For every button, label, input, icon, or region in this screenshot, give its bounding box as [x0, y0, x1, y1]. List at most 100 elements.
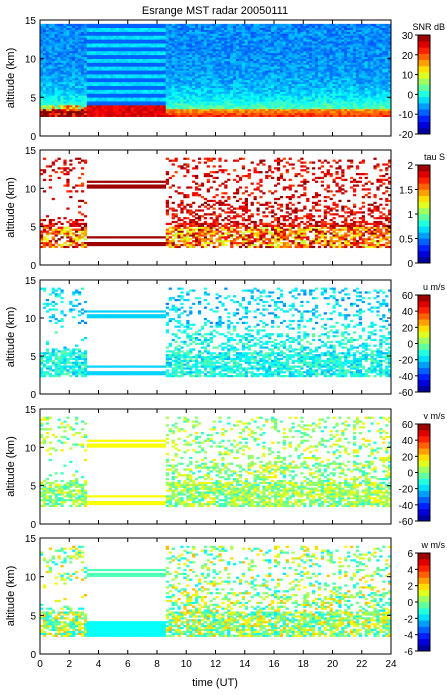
heatmap-cell: [312, 101, 316, 104]
heatmap-cell: [332, 56, 336, 59]
heatmap-cell: [218, 23, 222, 27]
heatmap-cell: [145, 79, 149, 83]
heatmap-cell: [335, 85, 339, 88]
heatmap-cell: [300, 93, 304, 96]
heatmap-cell: [338, 72, 342, 75]
heatmap-cell: [151, 68, 155, 71]
heatmap-cell: [57, 83, 61, 87]
heatmap-cell: [279, 70, 284, 73]
heatmap-cell: [285, 83, 289, 87]
heatmap-cell: [177, 91, 181, 94]
heatmap-cell: [218, 74, 222, 77]
heatmap-cell: [165, 33, 169, 36]
heatmap-cell: [95, 108, 99, 112]
heatmap-cell: [265, 39, 269, 42]
heatmap-cell: [303, 64, 307, 67]
heatmap-cell: [83, 50, 88, 54]
heatmap-cell: [104, 25, 108, 29]
heatmap-cell: [124, 52, 129, 56]
heatmap-cell: [189, 35, 193, 38]
heatmap-cell: [142, 99, 146, 102]
heatmap-cell: [92, 33, 96, 36]
heatmap-cell: [274, 112, 278, 116]
heatmap-cell: [110, 114, 114, 117]
heatmap-cell: [54, 72, 58, 75]
heatmap-cell: [279, 101, 284, 104]
heatmap-cell: [221, 39, 225, 42]
heatmap-cell: [294, 43, 298, 46]
heatmap-cell: [63, 101, 67, 104]
heatmap-cell: [159, 50, 164, 54]
heatmap-cell: [118, 107, 123, 110]
heatmap-cell: [130, 91, 134, 94]
heatmap-cell: [189, 60, 193, 63]
heatmap-cell: [192, 79, 196, 83]
heatmap-cell: [174, 29, 178, 32]
heatmap-cell: [300, 41, 304, 44]
heatmap-cell: [297, 74, 301, 77]
heatmap-cell: [180, 76, 184, 79]
heatmap-cell: [306, 66, 310, 69]
heatmap-cell: [51, 99, 55, 102]
heatmap-cell: [221, 105, 225, 108]
heatmap-cell: [159, 89, 164, 92]
heatmap-cell: [142, 27, 146, 30]
heatmap-cell: [110, 60, 114, 63]
heatmap-cell: [162, 76, 167, 79]
heatmap-cell: [235, 108, 240, 112]
heatmap-cell: [285, 85, 289, 88]
heatmap-cell: [180, 81, 184, 85]
heatmap-cell: [200, 105, 205, 108]
heatmap-cell: [303, 23, 307, 27]
heatmap-cell: [159, 45, 164, 48]
heatmap-cell: [69, 58, 73, 61]
heatmap-cell: [80, 45, 85, 48]
heatmap-cell: [57, 33, 61, 36]
heatmap-cell: [250, 114, 254, 117]
heatmap-cell: [221, 25, 225, 29]
heatmap-cell: [306, 114, 310, 117]
heatmap-cell: [230, 81, 234, 85]
heatmap-cell: [314, 74, 319, 77]
heatmap-cell: [317, 23, 322, 27]
heatmap-cell: [51, 112, 55, 116]
heatmap-cell: [212, 107, 216, 110]
heatmap-cell: [69, 27, 73, 30]
heatmap-cell: [72, 76, 76, 79]
heatmap-cell: [92, 25, 96, 29]
heatmap-cell: [329, 50, 333, 54]
heatmap-cell: [288, 54, 292, 58]
heatmap-cell: [136, 54, 140, 58]
heatmap-cell: [60, 93, 64, 96]
heatmap-cell: [86, 39, 91, 42]
heatmap-cell: [124, 37, 129, 40]
heatmap-cell: [133, 68, 137, 71]
heatmap-cell: [162, 47, 167, 50]
heatmap-cell: [285, 29, 289, 32]
heatmap-cell: [148, 27, 152, 30]
heatmap-cell: [335, 87, 339, 90]
heatmap-cell: [323, 35, 327, 38]
heatmap-cell: [116, 45, 120, 48]
heatmap-cell: [86, 107, 91, 110]
heatmap-cell: [233, 25, 237, 29]
heatmap-cell: [154, 49, 158, 52]
heatmap-cell: [230, 50, 234, 54]
heatmap-cell: [326, 70, 330, 73]
heatmap-cell: [332, 87, 336, 90]
heatmap-cell: [200, 54, 205, 58]
heatmap-cell: [285, 52, 289, 56]
heatmap-cell: [116, 54, 120, 58]
heatmap-cell: [195, 47, 199, 50]
heatmap-cell: [276, 52, 281, 56]
heatmap-cell: [48, 49, 52, 52]
heatmap-cell: [317, 54, 322, 58]
heatmap-cell: [130, 114, 134, 117]
heatmap-cell: [133, 105, 137, 108]
heatmap-cell: [203, 83, 208, 87]
heatmap-cell: [177, 25, 181, 29]
heatmap-cell: [247, 99, 251, 102]
heatmap-cell: [238, 114, 243, 117]
heatmap-cell: [247, 93, 251, 96]
heatmap-cell: [338, 62, 342, 65]
